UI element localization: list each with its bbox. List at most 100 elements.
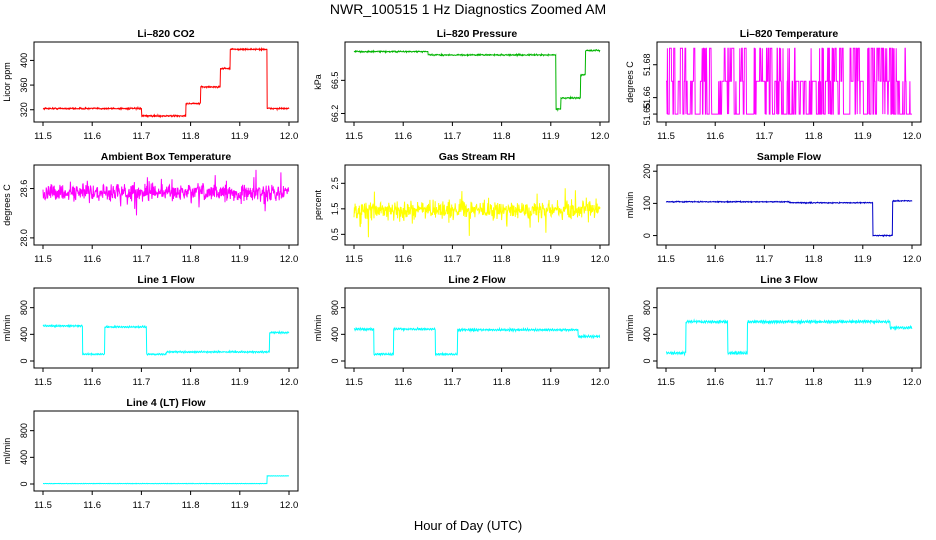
y-tick-label: 360 — [19, 78, 29, 93]
chart-panel-sample-flow: Sample Flow ml/min 0 100 200 11.5 11.6 11.7 11.8… — [625, 151, 922, 265]
x-tick-label: 11.7 — [133, 131, 151, 142]
chart-panel-co2: Li–820 CO2 Licor ppm 320 360 400 11.5 11.6 11.7… — [2, 28, 299, 142]
y-tick-label: 0.5 — [330, 228, 340, 241]
y-tick-label: 400 — [19, 53, 29, 68]
panel-title: Gas Stream RH — [439, 151, 515, 163]
x-tick-label: 11.6 — [83, 254, 101, 265]
panel-title: Ambient Box Temperature — [101, 151, 232, 163]
x-tick-label: 11.6 — [394, 254, 412, 265]
plot-frame — [33, 410, 299, 492]
x-tick-label: 12.0 — [280, 131, 299, 142]
y-tick-label: 51.66 — [642, 86, 652, 109]
x-tick-label: 11.7 — [444, 377, 462, 388]
x-tick-label: 11.5 — [34, 377, 52, 388]
y-tick-label: 0 — [19, 481, 29, 486]
x-tick-label: 11.7 — [133, 254, 151, 265]
x-tick-label: 11.5 — [34, 131, 52, 142]
x-tick-label: 11.6 — [706, 131, 724, 142]
panel-title: Line 1 Flow — [137, 274, 195, 286]
x-tick-label: 11.8 — [182, 131, 200, 142]
series-line-line2 — [353, 326, 601, 357]
chart-panel-rh: Gas Stream RH percent 0.5 1.5 2.5 11.5 11.6 11.… — [313, 151, 610, 265]
y-axis-label: kPa — [313, 74, 323, 90]
x-tick-label: 11.5 — [34, 500, 52, 511]
series-line-sample-flow — [665, 199, 913, 238]
y-tick-label: 1.5 — [330, 203, 340, 216]
x-tick-label: 11.5 — [657, 377, 675, 388]
x-tick-label: 11.9 — [231, 377, 249, 388]
x-tick-label: 11.9 — [231, 500, 249, 511]
x-tick-label: 11.5 — [345, 254, 363, 265]
y-tick-label: 800 — [330, 300, 340, 315]
x-tick-label: 11.7 — [133, 377, 151, 388]
x-tick-label: 11.7 — [133, 500, 151, 511]
panel-title: Line 3 Flow — [760, 274, 818, 286]
y-tick-label: 320 — [19, 102, 29, 117]
x-tick-label: 11.5 — [345, 131, 363, 142]
x-tick-label: 11.7 — [444, 131, 462, 142]
x-tick-label: 12.0 — [903, 131, 922, 142]
y-tick-label: 0 — [642, 358, 652, 363]
plot-frame — [656, 164, 922, 246]
x-tick-label: 11.8 — [493, 377, 511, 388]
plot-frame — [33, 41, 299, 123]
plot-frame — [656, 41, 922, 123]
x-tick-label: 11.8 — [182, 377, 200, 388]
x-tick-label: 11.8 — [182, 500, 200, 511]
x-tick-label: 12.0 — [280, 254, 299, 265]
y-axis-label: ml/min — [2, 315, 12, 342]
plot-frame — [344, 287, 610, 369]
panel-title: Li–820 Pressure — [437, 28, 518, 40]
panel-title: Sample Flow — [757, 151, 822, 163]
y-tick-label: 100 — [642, 196, 652, 211]
y-tick-label: 0 — [330, 358, 340, 363]
y-tick-label: 66.5 — [330, 72, 340, 90]
y-tick-label: 400 — [642, 327, 652, 342]
x-tick-label: 12.0 — [903, 377, 922, 388]
x-tick-label: 11.6 — [394, 131, 412, 142]
x-tick-label: 11.6 — [83, 377, 101, 388]
x-tick-label: 12.0 — [280, 500, 299, 511]
y-tick-label: 400 — [19, 327, 29, 342]
series-line-co2 — [42, 46, 290, 119]
series-line-line1 — [42, 323, 290, 357]
x-tick-label: 11.8 — [805, 254, 823, 265]
y-tick-label: 28.6 — [19, 180, 29, 198]
panel-title: Line 2 Flow — [448, 274, 506, 286]
x-tick-label: 11.9 — [542, 131, 560, 142]
x-tick-label: 11.9 — [231, 254, 249, 265]
x-tick-label: 11.5 — [345, 377, 363, 388]
series-line-rh — [353, 188, 601, 238]
y-tick-label: 800 — [19, 423, 29, 438]
plot-frame — [656, 287, 922, 369]
y-axis-label: Licor ppm — [2, 62, 12, 102]
plot-frame — [33, 164, 299, 246]
x-tick-label: 11.7 — [444, 254, 462, 265]
y-tick-label: 200 — [642, 164, 652, 179]
x-tick-label: 11.7 — [756, 131, 774, 142]
y-axis-label: degrees C — [625, 61, 635, 103]
series-line-line4 — [43, 475, 290, 485]
chart-panel-line1: Line 1 Flow ml/min 0 400 800 11.5 11.6 11.7 11.8… — [2, 274, 299, 388]
series-line-ambient-temp — [42, 169, 290, 216]
panel-title: Li–820 Temperature — [740, 28, 839, 40]
x-tick-label: 11.8 — [182, 254, 200, 265]
x-tick-label: 11.9 — [854, 254, 872, 265]
x-tick-label: 12.0 — [903, 254, 922, 265]
y-tick-label: 0 — [19, 358, 29, 363]
x-tick-label: 11.5 — [657, 131, 675, 142]
series-line-licor-temp — [666, 47, 912, 115]
y-axis-label: percent — [313, 189, 323, 220]
plot-frame — [344, 41, 610, 123]
x-tick-label: 12.0 — [591, 254, 610, 265]
y-axis-label: ml/min — [625, 192, 635, 219]
y-axis-label: degrees C — [2, 184, 12, 226]
x-tick-label: 11.6 — [706, 377, 724, 388]
x-tick-label: 11.6 — [394, 377, 412, 388]
x-tick-label: 11.9 — [854, 377, 872, 388]
panel-title: Li–820 CO2 — [137, 28, 194, 40]
series-line-line3 — [666, 318, 913, 357]
x-tick-label: 11.7 — [756, 377, 774, 388]
